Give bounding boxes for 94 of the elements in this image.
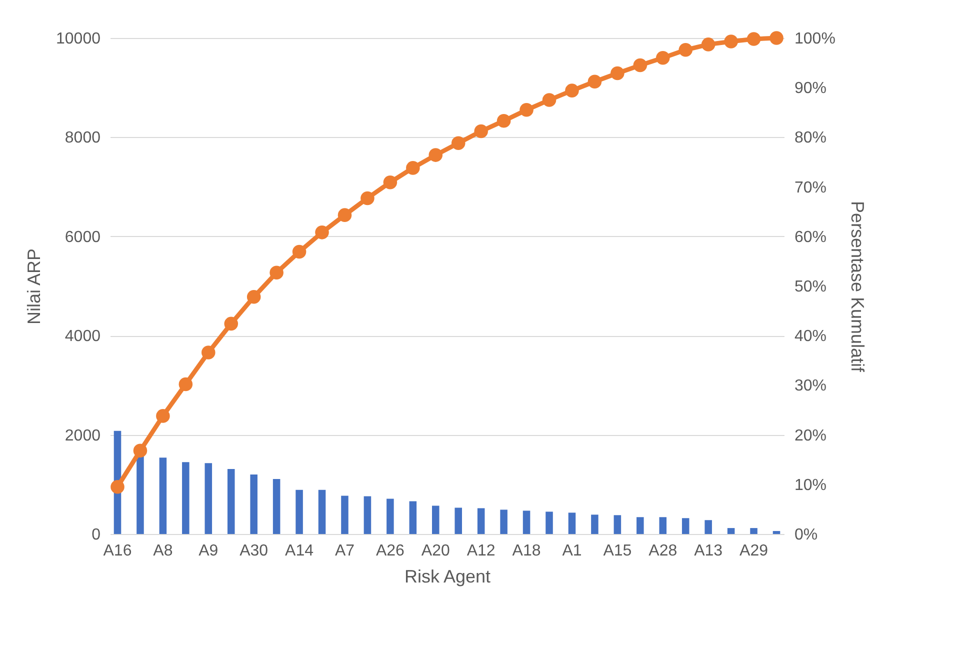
point <box>178 377 193 392</box>
point <box>565 84 579 98</box>
point <box>383 175 398 190</box>
bar <box>227 469 235 534</box>
point <box>202 346 216 360</box>
x-tick-label: A16 <box>103 542 132 560</box>
y2-tick-label: 20% <box>794 427 827 444</box>
x-tick-label: A15 <box>603 542 632 560</box>
bar <box>477 508 485 534</box>
y-tick-label: 4000 <box>64 328 101 346</box>
point <box>292 244 306 259</box>
y2-tick-label: 60% <box>794 228 827 246</box>
y2-tick-label: 0% <box>794 526 818 544</box>
x-tick-label: A7 <box>334 542 355 560</box>
bar <box>682 518 690 534</box>
y-axis-title: Nilai ARP <box>24 248 44 325</box>
x-tick-label: A29 <box>740 542 768 560</box>
point <box>610 66 624 80</box>
point <box>338 208 352 222</box>
point <box>633 58 648 72</box>
point <box>315 226 329 240</box>
point <box>678 43 692 57</box>
x-tick-label: A12 <box>466 542 496 560</box>
y2-tick-label: 100% <box>794 30 836 48</box>
x-tick-label: A1 <box>562 542 582 560</box>
x-tick-label: A26 <box>376 542 405 560</box>
y2-tick-label: 50% <box>794 278 827 296</box>
x-tick-label: A28 <box>648 542 678 560</box>
point <box>496 114 511 128</box>
x-tick-label: A13 <box>694 542 723 560</box>
x-tick-label: A30 <box>240 542 268 560</box>
bar <box>296 490 303 534</box>
bar <box>727 528 735 534</box>
bar <box>250 474 258 534</box>
point <box>224 316 238 331</box>
point <box>270 266 284 280</box>
y-tick-label: 10000 <box>56 30 101 48</box>
point <box>701 38 716 52</box>
point <box>428 148 443 162</box>
bar <box>522 510 530 534</box>
y2-tick-label: 80% <box>794 130 827 147</box>
y2-tick-label: 40% <box>794 328 827 346</box>
y-tick-label: 0 <box>92 526 101 544</box>
y2-tick-label: 90% <box>794 80 827 98</box>
bar <box>409 501 417 534</box>
bar <box>364 496 372 534</box>
point <box>520 103 534 117</box>
x-tick-label: A18 <box>512 542 541 560</box>
bar <box>704 520 712 534</box>
point <box>724 34 738 48</box>
bar <box>659 517 667 534</box>
bar <box>750 528 758 534</box>
y-tick-label: 6000 <box>64 228 101 246</box>
y2-tick-label: 10% <box>794 476 827 494</box>
bar <box>454 508 462 534</box>
bar <box>318 490 326 534</box>
x-tick-label: A8 <box>153 542 173 560</box>
y-tick-label: 8000 <box>64 130 101 147</box>
bar <box>182 462 190 534</box>
bar <box>341 496 348 534</box>
point <box>360 191 374 206</box>
point <box>746 32 761 46</box>
point <box>656 50 670 65</box>
point <box>474 124 488 138</box>
bar <box>204 463 212 534</box>
y2-axis-title: Persentase Kumulatif <box>847 200 868 374</box>
bar <box>546 512 553 534</box>
bar <box>591 514 598 534</box>
point <box>133 444 148 458</box>
point <box>156 409 170 423</box>
point <box>451 136 466 150</box>
x-axis-title: Risk Agent <box>404 566 491 586</box>
bar <box>568 512 576 534</box>
point <box>110 480 124 494</box>
x-tick-label: A9 <box>198 542 218 560</box>
bar <box>159 458 167 534</box>
x-tick-label: A20 <box>421 542 450 560</box>
bar <box>772 531 780 534</box>
point <box>406 161 420 175</box>
y-tick-label: 2000 <box>64 427 101 444</box>
point <box>588 74 602 89</box>
bar <box>136 454 144 534</box>
y2-tick-label: 70% <box>794 179 827 196</box>
bar <box>432 506 440 534</box>
x-tick-label: A14 <box>285 542 314 560</box>
bar <box>614 515 622 534</box>
bar <box>386 498 394 534</box>
y2-tick-label: 30% <box>794 378 827 395</box>
bar <box>272 478 280 534</box>
point <box>542 93 556 107</box>
point <box>770 31 784 45</box>
point <box>246 290 261 304</box>
bar <box>500 510 508 534</box>
bar <box>636 517 644 534</box>
